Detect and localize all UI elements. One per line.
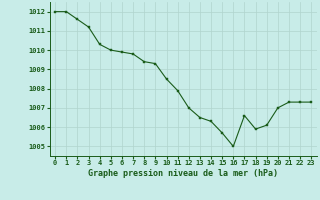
X-axis label: Graphe pression niveau de la mer (hPa): Graphe pression niveau de la mer (hPa) [88, 169, 278, 178]
